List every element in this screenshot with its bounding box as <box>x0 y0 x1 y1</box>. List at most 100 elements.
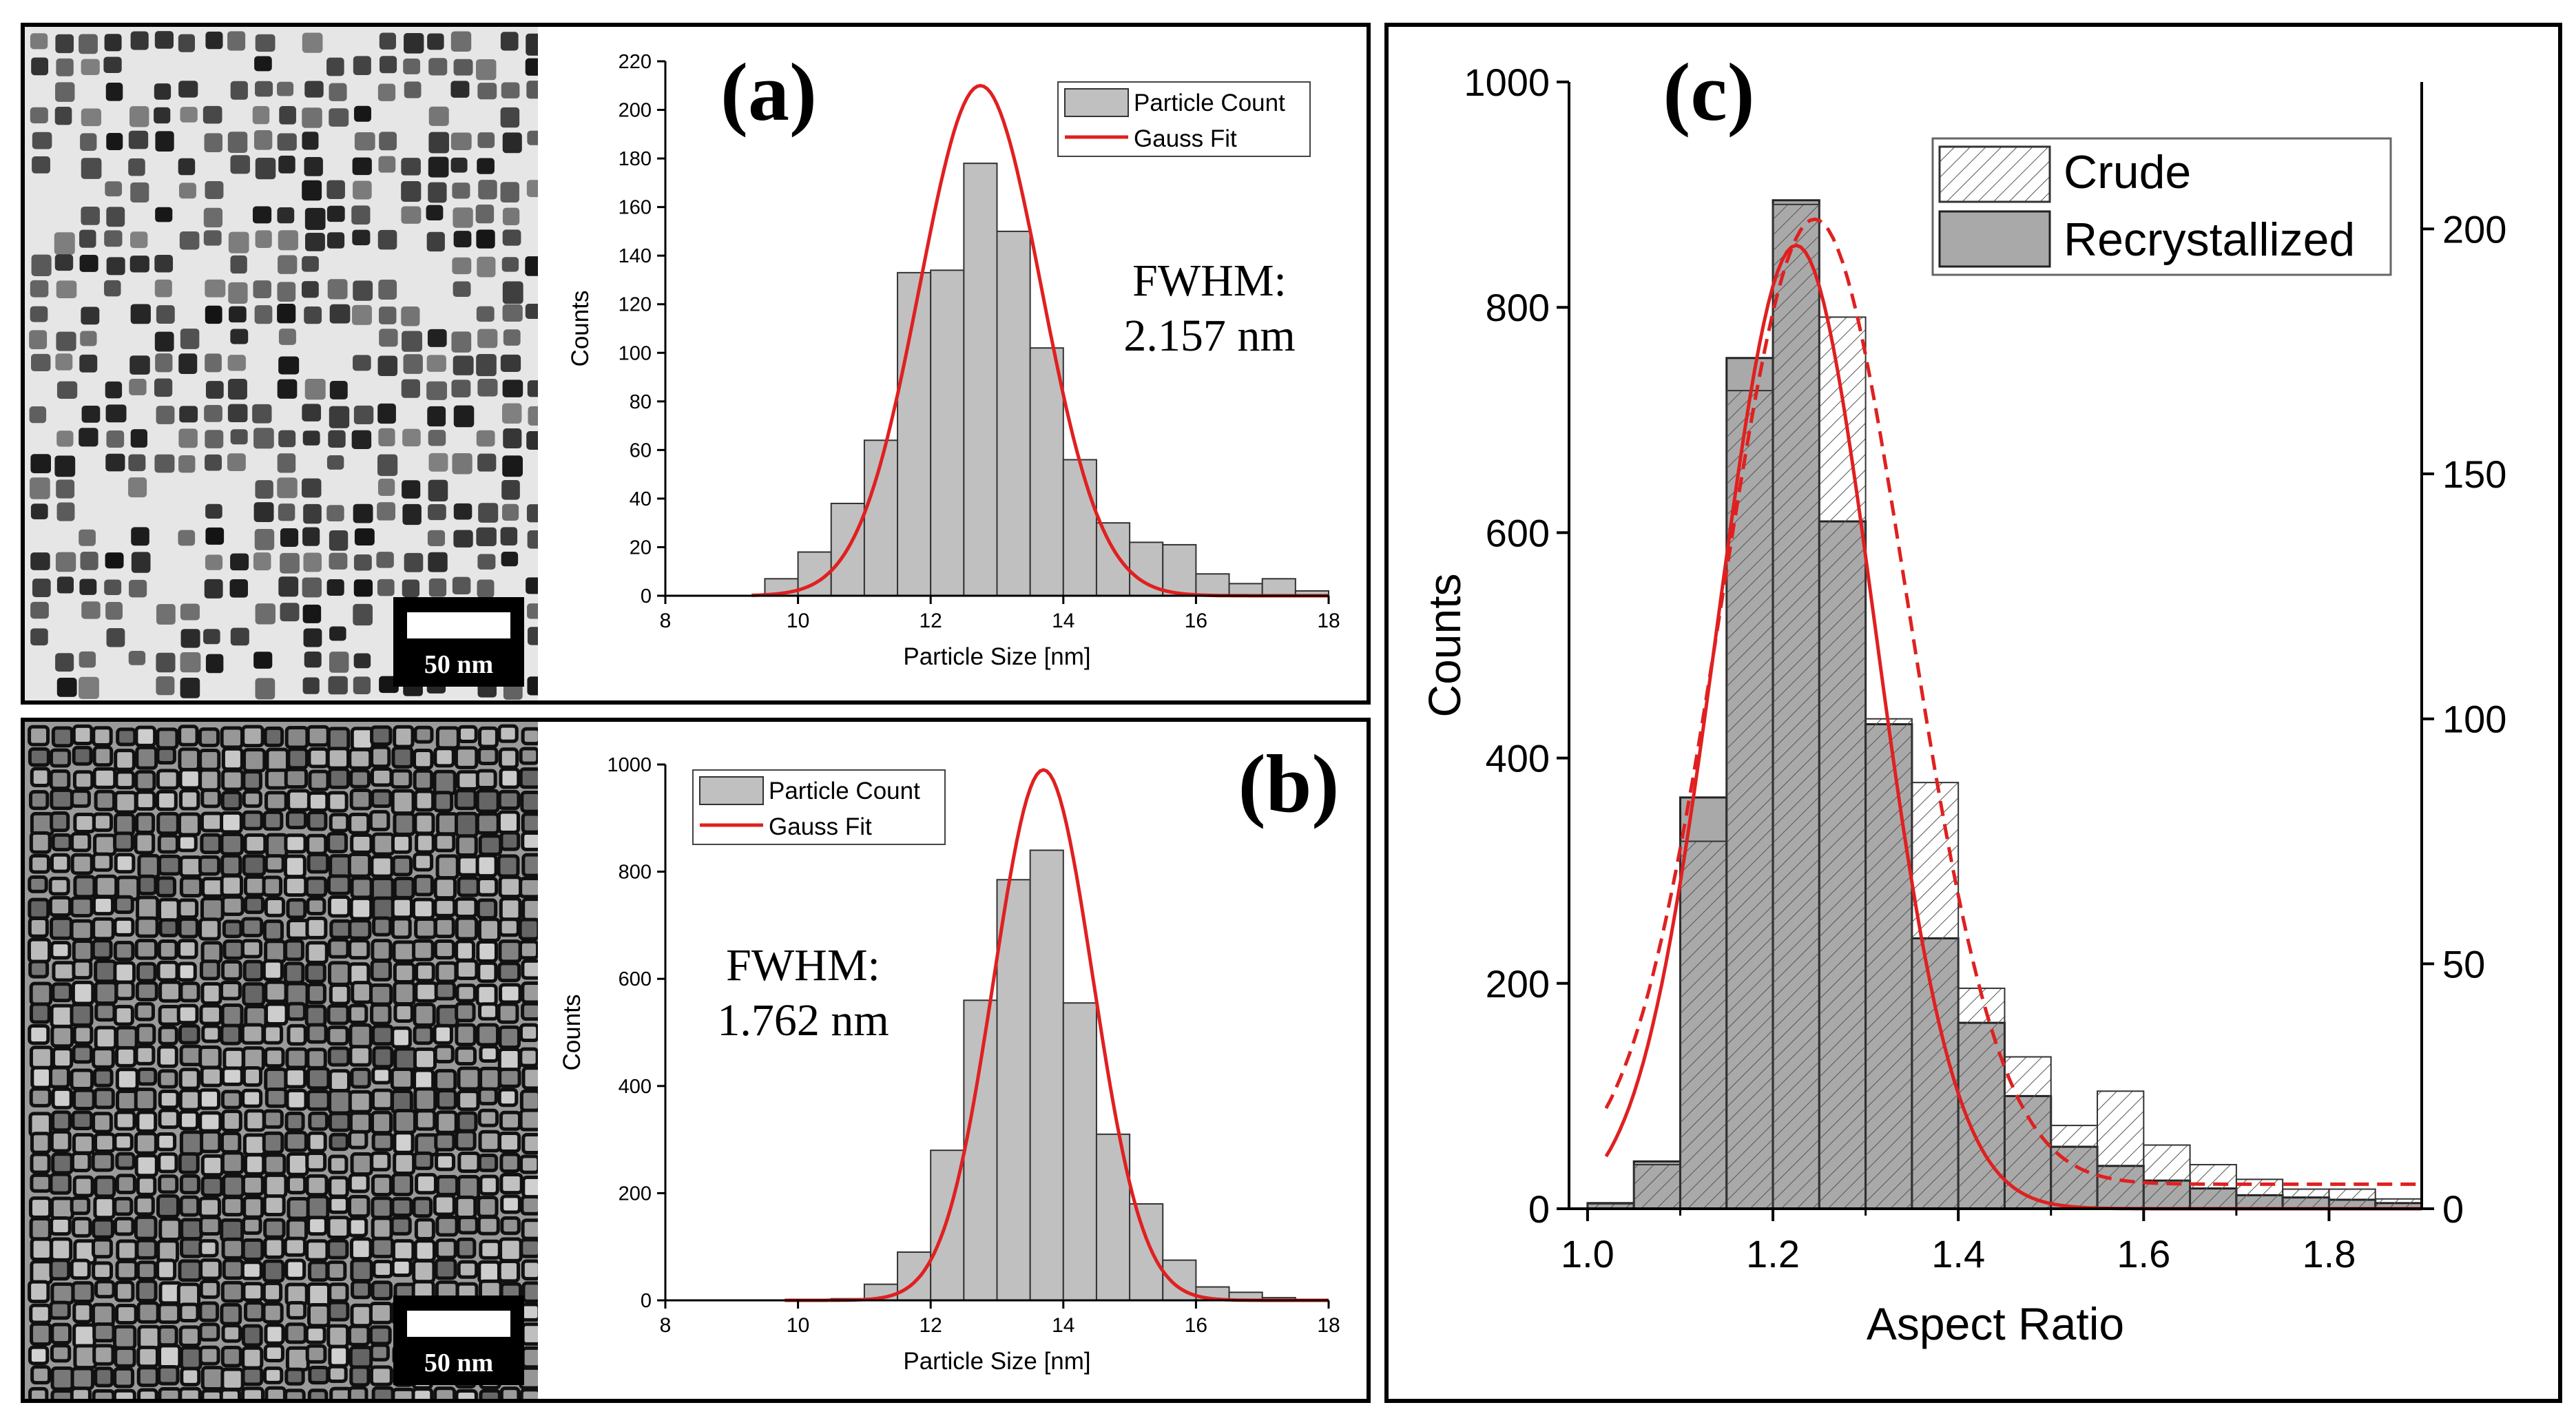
x-tick-label: 18 <box>1317 610 1340 632</box>
y-tick-label: 180 <box>619 148 652 170</box>
x-axis-label: Aspect Ratio <box>1867 1298 2124 1349</box>
y-tick-label: 100 <box>619 342 652 364</box>
nanocube-grid <box>29 31 538 700</box>
legend-swatch-recrystallized <box>1938 210 2051 268</box>
crude-bar <box>2050 1125 2099 1209</box>
panel-b: 50 nm 8 10 12 14 16 18 0 200 400 600 800 1000 Partic… <box>21 718 1371 1403</box>
crude-gauss-fit-line <box>1604 217 2422 1186</box>
histogram-bar <box>1129 1203 1164 1302</box>
y-tick-label: 140 <box>619 245 652 267</box>
crude-bar <box>1911 782 1960 1209</box>
x-tick-label: 1.0 <box>1561 1232 1614 1276</box>
y-tick-label: 800 <box>1486 286 1550 329</box>
panel-label-a: (a) <box>720 46 817 138</box>
scalebar-label: 50 nm <box>424 650 493 679</box>
histogram-bar <box>1062 1002 1097 1301</box>
histogram-bar <box>996 879 1031 1301</box>
y-tick-label: 40 <box>630 488 652 510</box>
y-axis-label: Counts <box>559 995 585 1071</box>
legend-gauss-fit: Gauss Fit <box>769 813 872 840</box>
histogram-bar <box>1228 583 1263 597</box>
histogram-bar <box>963 163 998 597</box>
x-tick-label: 8 <box>660 1314 672 1337</box>
y-tick-label: 20 <box>630 537 652 559</box>
y-tick-label: 120 <box>619 294 652 316</box>
crude-bar <box>2189 1163 2237 1210</box>
histogram-bar <box>930 269 965 596</box>
y-tick-label: 0 <box>1528 1187 1550 1231</box>
fwhm-value-b: 1.762 nm <box>717 995 889 1046</box>
y-tick-label: 80 <box>630 391 652 413</box>
x-tick-label: 14 <box>1052 1314 1074 1337</box>
y-tick-label: 800 <box>619 862 652 884</box>
scalebar-line <box>407 1311 510 1337</box>
legend-particle-count: Particle Count <box>1134 90 1285 116</box>
panel-label-b: (b) <box>1238 738 1340 829</box>
fwhm-label-b: FWHM: <box>726 940 880 990</box>
histogram-bar <box>1095 522 1131 597</box>
x-tick-label: 16 <box>1185 1314 1207 1337</box>
x-tick-label: 1.4 <box>1931 1232 1985 1276</box>
chart-b: 8 10 12 14 16 18 0 200 400 600 800 1000 Particle Siz… <box>559 738 1340 1375</box>
tem-image-b: 50 nm <box>25 722 538 1399</box>
fwhm-label-a: FWHM: <box>1132 256 1287 306</box>
legend-crude: Crude <box>2064 146 2191 198</box>
histogram-bar <box>1261 578 1296 596</box>
crude-bar <box>1772 203 1820 1210</box>
y-tick-label: 200 <box>1486 962 1550 1006</box>
y-tick-label: 200 <box>619 100 652 122</box>
scalebar-box <box>393 1296 524 1385</box>
legend-swatch-crude <box>1938 145 2051 203</box>
x-tick-label: 16 <box>1185 610 1207 632</box>
scalebar-box <box>393 597 524 687</box>
histogram-bars <box>764 163 1329 597</box>
x-tick-label: 12 <box>920 1314 942 1337</box>
x-axis-label: Particle Size [nm] <box>903 1348 1090 1375</box>
scalebar-line <box>407 612 510 638</box>
y-axis-label: Counts <box>1419 573 1470 717</box>
legend-particle-count: Particle Count <box>769 778 920 804</box>
chart-a: 8 10 12 14 16 1802040608010012014016018020022… <box>567 46 1340 670</box>
crude-bar <box>1679 840 1727 1209</box>
scalebar-label: 50 nm <box>424 1349 493 1377</box>
x-tick-label: 1.8 <box>2303 1232 2356 1276</box>
histogram-bar <box>1062 459 1097 596</box>
y2-tick-label: 150 <box>2442 453 2506 496</box>
chart-c: 1.0 1.2 1.4 1.6 1.8 0 200 400 600 800 1000 0 50 100 15… <box>1419 46 2506 1349</box>
y-tick-label: 220 <box>619 51 652 73</box>
y-tick-label: 160 <box>619 197 652 219</box>
histogram-bars <box>830 849 1296 1302</box>
x-axis-label: Particle Size [nm] <box>903 643 1090 670</box>
x-tick-label: 10 <box>787 610 809 632</box>
y-tick-label: 400 <box>1486 737 1550 780</box>
crude-bar <box>2328 1188 2376 1210</box>
y-tick-label: 400 <box>619 1076 652 1098</box>
crude-bar <box>1957 987 2006 1210</box>
x-tick-label: 12 <box>920 610 942 632</box>
histogram-bar <box>897 271 932 596</box>
x-tick-label: 10 <box>787 1314 809 1337</box>
x-tick-label: 1.6 <box>2117 1232 2170 1276</box>
y-tick-label: 0 <box>641 1290 652 1312</box>
y-tick-label: 1000 <box>607 754 652 776</box>
legend-gauss-fit: Gauss Fit <box>1134 125 1237 152</box>
y2-tick-label: 0 <box>2442 1187 2464 1231</box>
legend-recrystallized: Recrystallized <box>2064 214 2355 266</box>
panel-c: 1.0 1.2 1.4 1.6 1.8 0 200 400 600 800 1000 0 50 100 15… <box>1384 23 2562 1403</box>
histogram-bar <box>996 230 1031 596</box>
tem-image-a: 50 nm <box>25 27 538 700</box>
legend-swatch-bar <box>699 776 764 805</box>
crude-bar <box>1633 1163 1681 1210</box>
y-tick-label: 60 <box>630 439 652 461</box>
y2-tick-label: 50 <box>2442 942 2485 986</box>
x-tick-label: 14 <box>1052 610 1074 632</box>
y-tick-label: 1000 <box>1464 61 1550 104</box>
histogram-bar <box>1195 573 1230 596</box>
crude-bar <box>1865 718 1913 1209</box>
histogram-bar <box>897 1251 932 1301</box>
y2-tick-label: 200 <box>2442 207 2506 251</box>
histogram-bar <box>1029 849 1064 1302</box>
crude-bars <box>1586 203 2423 1210</box>
nanocube-grid <box>27 724 538 1399</box>
crude-bar <box>2143 1144 2191 1209</box>
